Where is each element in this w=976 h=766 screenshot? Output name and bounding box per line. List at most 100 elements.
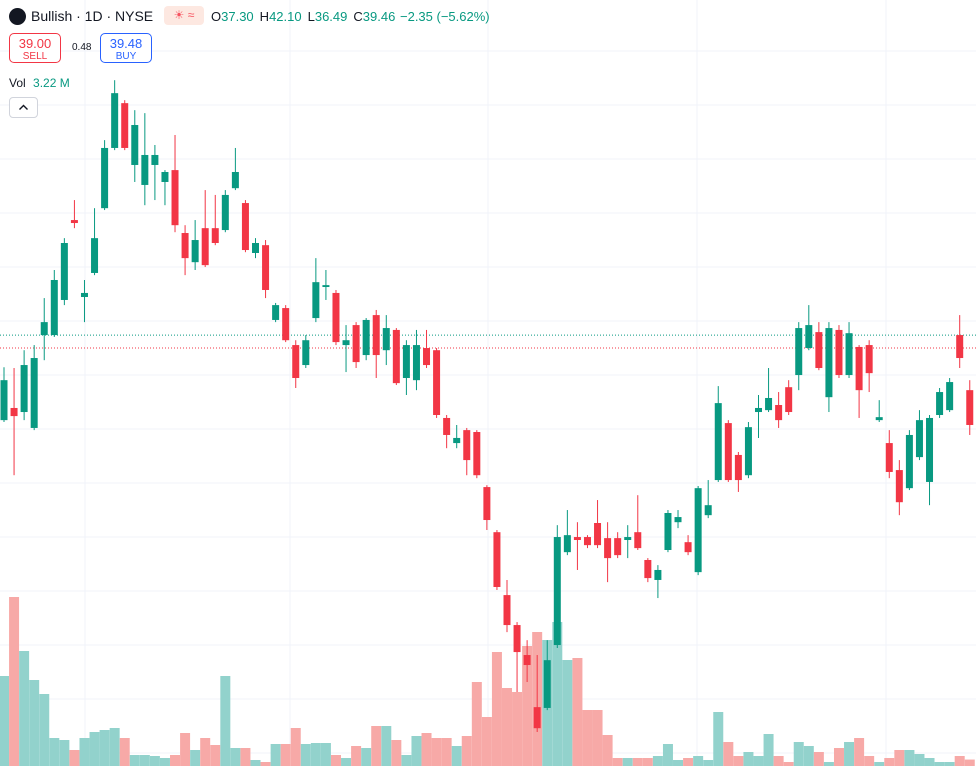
volume-bar: [884, 758, 895, 766]
volume-bar: [341, 758, 352, 766]
volume-bar: [632, 758, 643, 766]
volume-bar: [944, 762, 955, 766]
volume-bar: [592, 710, 603, 766]
candle-body: [704, 505, 712, 516]
volume-bar: [290, 728, 301, 766]
volume-bar: [683, 758, 694, 766]
volume-bar: [833, 748, 844, 766]
buy-button[interactable]: 39.48 BUY: [100, 33, 152, 63]
candle-body: [121, 103, 129, 148]
volume-bar: [703, 760, 714, 766]
candle-body: [473, 432, 481, 476]
collapse-button[interactable]: [9, 97, 38, 118]
candle-body: [50, 279, 58, 336]
buy-label: BUY: [115, 51, 137, 62]
candle-body: [141, 154, 149, 185]
candle-body: [101, 147, 109, 209]
volume-bar: [461, 736, 472, 766]
candle-body: [533, 707, 541, 729]
volume-bar: [29, 680, 40, 766]
volume-bar: [874, 762, 885, 766]
volume-bar: [481, 717, 492, 766]
candle-body: [493, 532, 501, 587]
volume-bar: [753, 756, 764, 766]
volume-bar: [823, 762, 834, 766]
candle-body: [40, 322, 48, 336]
volume-bar: [924, 758, 935, 766]
volume-bar: [793, 742, 804, 766]
candle-body: [10, 407, 18, 417]
candle-body: [895, 470, 903, 503]
ohlc-value: 36.49: [314, 9, 348, 24]
candle-body: [30, 358, 38, 428]
volume-bar: [89, 732, 100, 766]
volume-bar: [743, 752, 754, 766]
candle-body: [20, 365, 28, 413]
candle-body: [724, 423, 732, 481]
candle-body: [583, 537, 591, 546]
candle-body: [453, 437, 461, 444]
volume-bar: [200, 738, 211, 766]
volume-bar: [864, 756, 875, 766]
candle-body: [282, 308, 290, 341]
candle-body: [815, 332, 823, 369]
volume-bar: [562, 660, 573, 766]
chevron-icon: [19, 104, 28, 110]
volume-bar: [330, 755, 341, 766]
volume-bar: [149, 756, 160, 766]
candle-body: [956, 335, 964, 359]
volume-bar: [220, 676, 231, 766]
volume-bar: [180, 733, 191, 766]
candle-body: [362, 319, 370, 356]
volume-bar: [673, 760, 684, 766]
symbol-title: Bullish · 1D · NYSE: [31, 8, 154, 24]
volume-bar: [733, 756, 744, 766]
volume-bar: [642, 758, 653, 766]
candle-body: [80, 292, 88, 298]
buy-price: 39.48: [109, 36, 143, 51]
volume-bar: [59, 740, 70, 766]
candle-body: [684, 542, 692, 553]
volume-bar: [713, 712, 724, 766]
status-badge[interactable]: ☀ ≈: [164, 6, 204, 25]
change: −2.35 (−5.62%): [400, 9, 490, 24]
volume-bar: [844, 742, 855, 766]
ohlc-key: L: [307, 9, 315, 24]
volume-bar: [854, 738, 865, 766]
candle-body: [674, 517, 682, 523]
sell-button[interactable]: 39.00 SELL: [9, 33, 61, 63]
volume-bar: [471, 682, 482, 766]
logo: [9, 8, 26, 25]
volume-bar: [139, 755, 150, 766]
volume-bar: [612, 758, 623, 766]
candle-body: [714, 403, 722, 481]
candle-body: [805, 325, 813, 349]
ohlc-value: 42.10: [269, 9, 302, 24]
volume-bar: [914, 754, 925, 766]
volume-bar: [954, 756, 965, 766]
candle-body: [765, 397, 773, 411]
volume-bar: [652, 756, 663, 766]
candle-body: [865, 345, 873, 374]
volume-bar: [602, 735, 613, 766]
volume-bar: [250, 760, 261, 766]
volume-bar: [512, 692, 523, 766]
volume-bar: [813, 752, 824, 766]
sell-label: SELL: [22, 51, 48, 62]
candle-body: [382, 328, 390, 351]
candle-body: [785, 387, 793, 413]
candle-body: [855, 346, 863, 391]
candle-body: [755, 407, 762, 413]
volume-bar: [522, 646, 533, 766]
volume-legend: Vol 3.22 M: [9, 76, 70, 90]
candle-body: [171, 170, 179, 226]
volume-bar: [260, 762, 271, 766]
candle-body: [161, 171, 169, 182]
candle-body: [845, 333, 853, 376]
candle-body: [302, 340, 310, 366]
candle-body: [634, 532, 642, 549]
volume-bar: [411, 736, 422, 766]
candle-body: [463, 430, 471, 461]
candle-body: [181, 233, 189, 259]
